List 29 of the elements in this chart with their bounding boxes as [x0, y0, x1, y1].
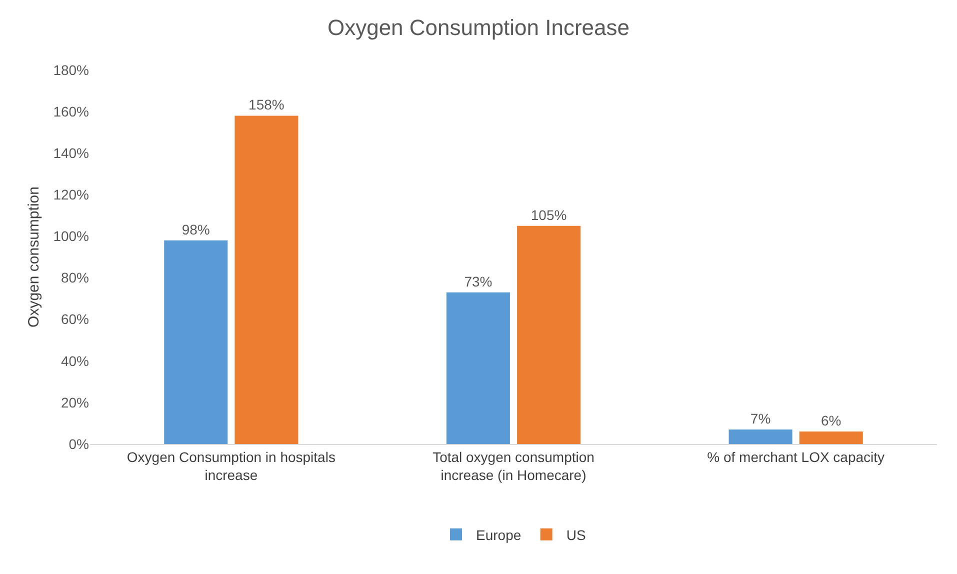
data-label: 158%: [248, 96, 284, 113]
y-tick-label: 100%: [53, 228, 89, 244]
x-tick-label: Total oxygen consumption increase (in Homecare): [432, 448, 594, 483]
bar: [446, 292, 510, 444]
y-tick-label: 40%: [60, 352, 89, 369]
bar: [799, 432, 863, 444]
bar: [164, 240, 228, 444]
y-tick-label: 120%: [53, 186, 89, 203]
y-axis-title: Oxygen consumption: [25, 186, 42, 328]
data-label: 73%: [464, 273, 492, 290]
bar: [517, 226, 581, 444]
legend-label: US: [566, 526, 586, 543]
x-tick-label: Oxygen Consumption in hospitals increase: [126, 448, 336, 483]
y-tick-label: 140%: [53, 145, 89, 162]
x-tick-label: % of merchant LOX capacity: [707, 448, 885, 465]
y-tick-label: 160%: [53, 103, 89, 120]
y-tick-label: 80%: [60, 270, 89, 286]
y-tick-label: 0%: [68, 436, 89, 452]
y-tick-label: 20%: [60, 394, 89, 410]
y-tick-label: 180%: [53, 62, 89, 78]
bar: [234, 116, 298, 444]
data-label: 6%: [821, 412, 842, 429]
y-tick-label: 60%: [60, 311, 89, 328]
legend-label: Europe: [476, 526, 522, 543]
chart-title: Oxygen Consumption Increase: [327, 15, 630, 40]
bar: [728, 429, 792, 444]
data-label: 105%: [530, 206, 567, 223]
data-label: 98%: [182, 221, 210, 238]
data-label: 7%: [750, 410, 771, 426]
